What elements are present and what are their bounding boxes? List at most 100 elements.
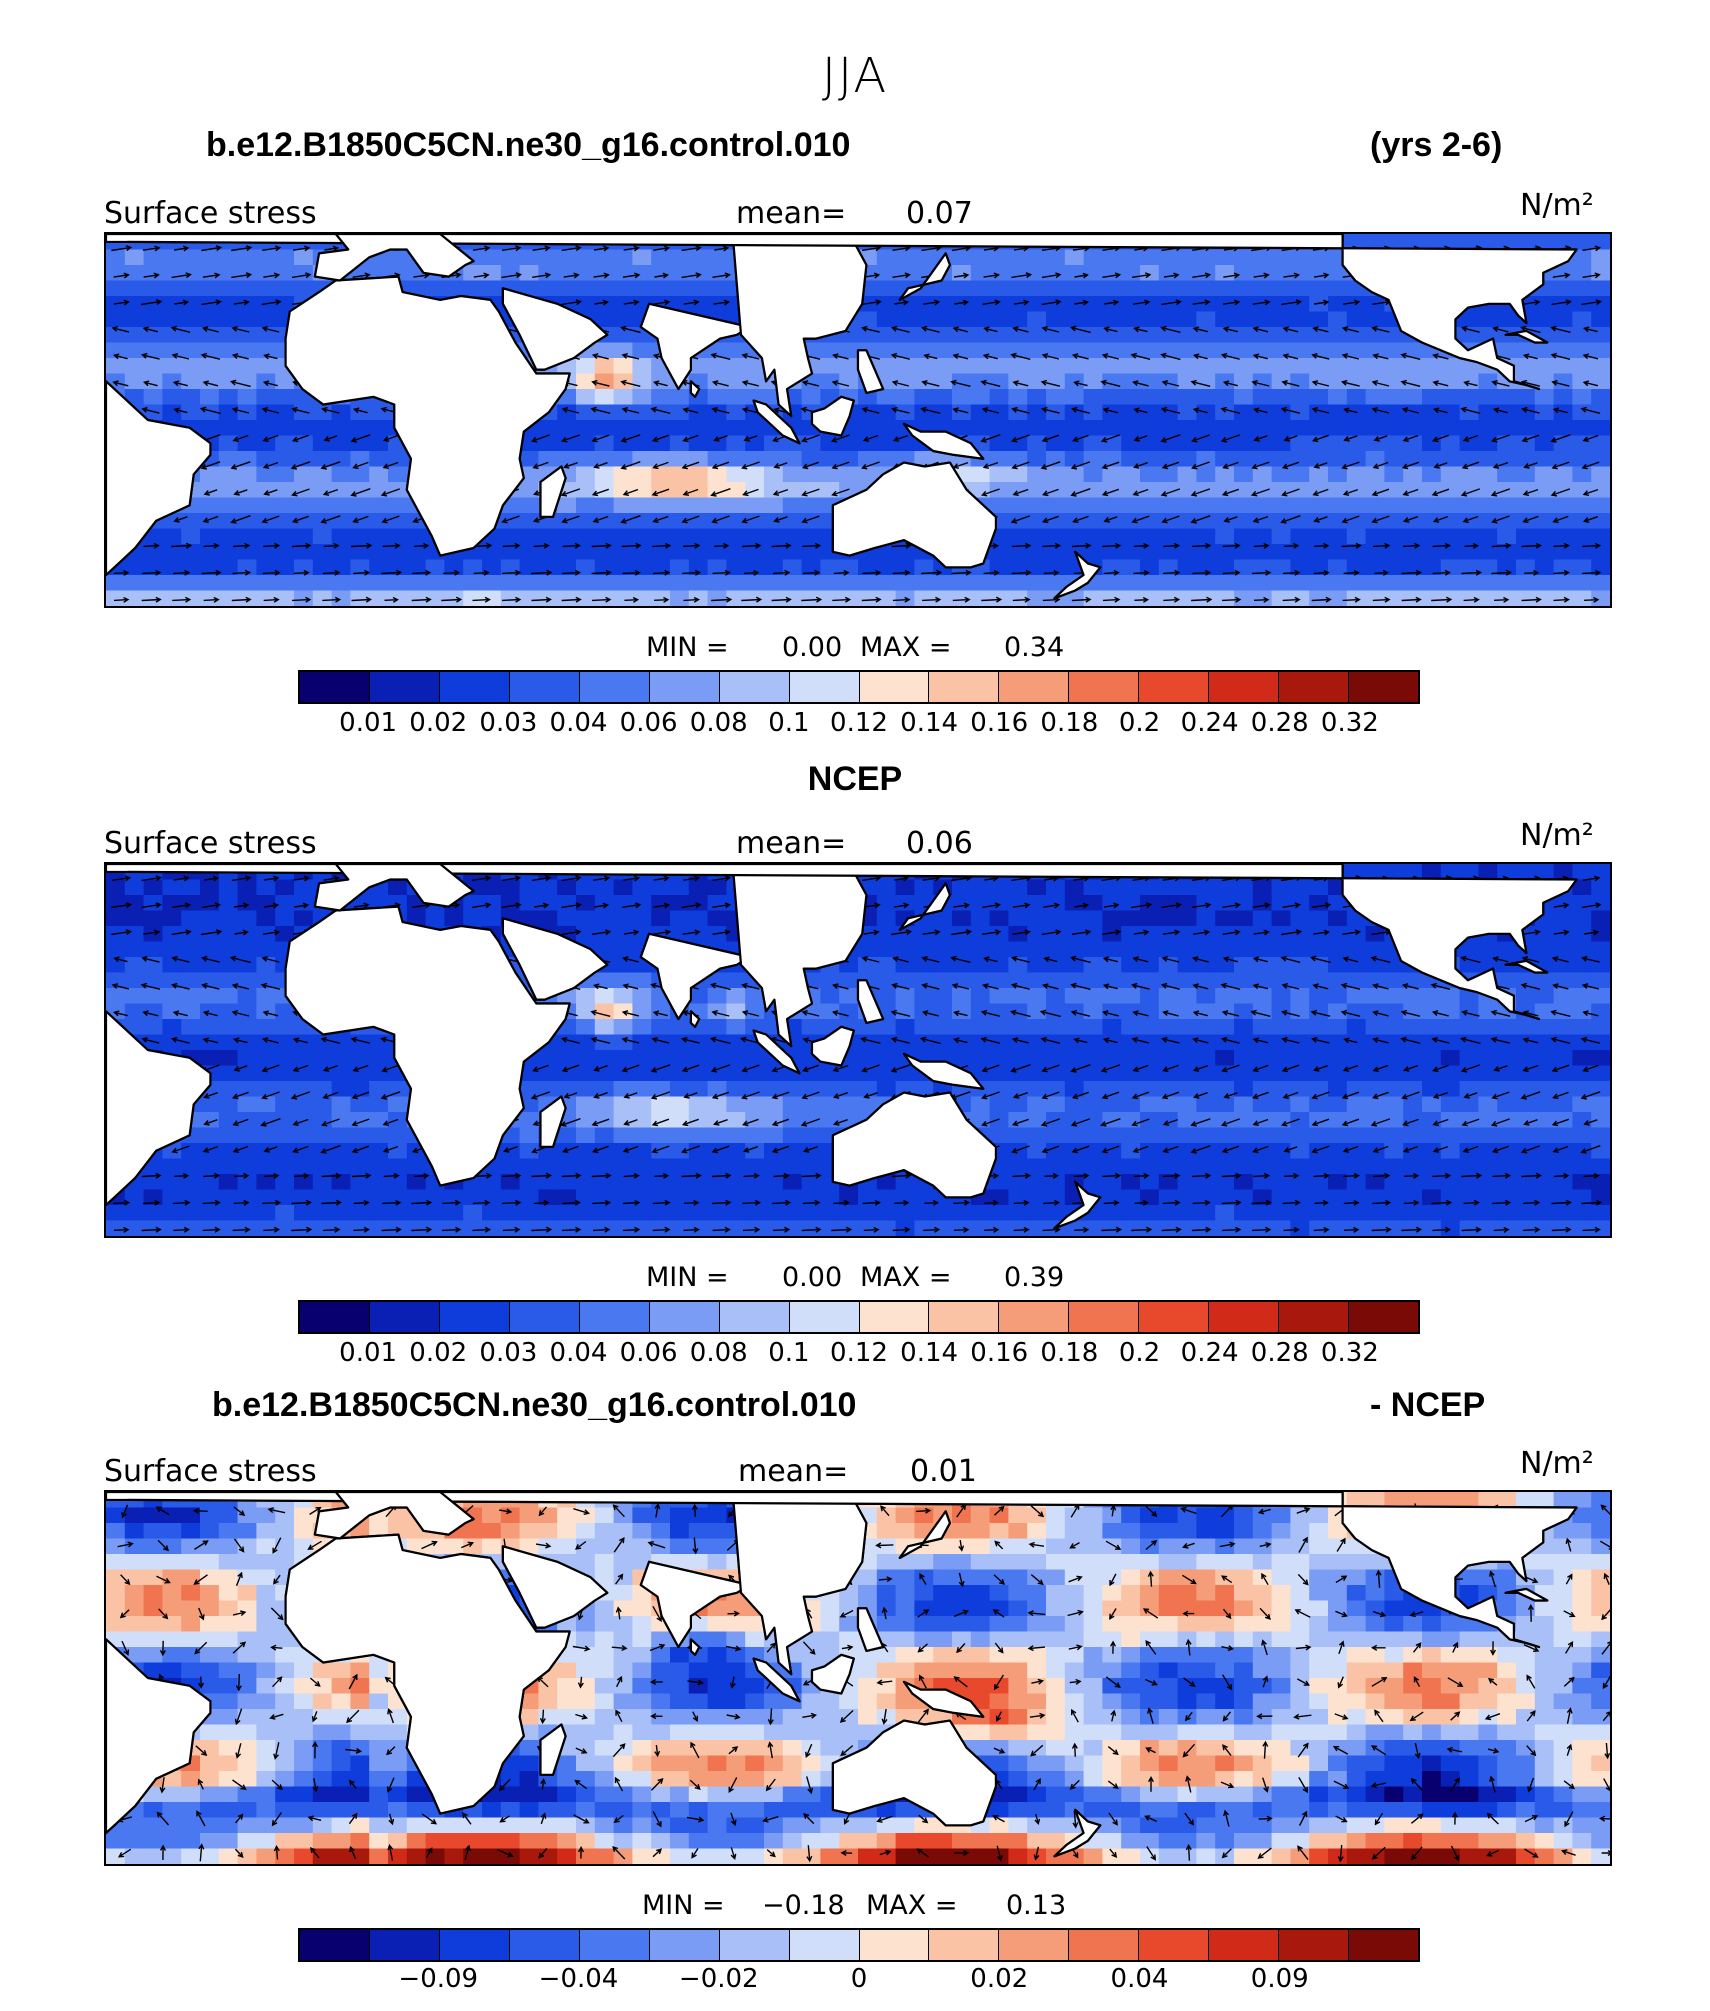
stress-arrow xyxy=(994,1540,1004,1550)
stress-arrow xyxy=(263,489,278,496)
stress-arrow xyxy=(291,515,309,524)
stress-arrow xyxy=(273,1845,280,1860)
stress-arrow xyxy=(714,542,730,549)
stress-arrow xyxy=(1311,380,1330,387)
stress-arrow xyxy=(156,1575,171,1584)
stress-arrow xyxy=(234,1172,250,1179)
stress-arrow xyxy=(654,1503,661,1518)
stress-arrow xyxy=(1162,1064,1179,1073)
stress-arrow xyxy=(1132,1064,1149,1072)
stress-arrow xyxy=(1402,1145,1419,1153)
colorbar-swatch xyxy=(1139,1930,1210,1960)
stress-arrow xyxy=(1601,1641,1610,1655)
stress-arrow xyxy=(593,1092,608,1099)
stress-arrow xyxy=(919,1573,927,1585)
stress-arrow xyxy=(1105,1540,1122,1550)
colorbar-swatch xyxy=(1349,1302,1418,1332)
stress-arrow xyxy=(1182,1743,1196,1758)
stress-arrow xyxy=(1343,407,1358,414)
stress-arrow xyxy=(863,929,880,936)
stress-arrow xyxy=(1191,902,1212,909)
stress-arrow xyxy=(202,1037,219,1044)
stress-arrow xyxy=(1044,1172,1060,1179)
stress-arrow xyxy=(767,1708,774,1726)
colorbar-tick-label: −0.04 xyxy=(538,1964,619,1994)
stress-arrow xyxy=(1103,326,1118,333)
stress-arrow xyxy=(1162,1118,1179,1126)
stress-arrow xyxy=(421,1540,438,1550)
stress-arrow xyxy=(1133,542,1150,549)
colorbar-swatch xyxy=(579,672,650,702)
stress-arrow xyxy=(1259,1607,1271,1620)
stress-arrow xyxy=(201,299,222,306)
panel2-units: N/m² xyxy=(1520,818,1594,853)
stress-arrow xyxy=(741,380,759,387)
stress-arrow xyxy=(1010,352,1031,360)
stress-arrow xyxy=(1182,1610,1195,1617)
stress-arrow xyxy=(291,488,310,497)
stress-arrow xyxy=(1163,272,1180,279)
colorbar-swatch xyxy=(369,672,440,702)
stress-arrow xyxy=(1222,461,1239,470)
stress-arrow xyxy=(1340,1009,1361,1017)
stress-arrow xyxy=(350,434,371,443)
stress-arrow xyxy=(1074,1226,1090,1233)
stress-arrow xyxy=(411,596,432,603)
stress-arrow xyxy=(1450,1777,1461,1792)
stress-arrow xyxy=(1043,569,1060,576)
stress-arrow xyxy=(984,1199,1000,1206)
stress-arrow xyxy=(540,1778,547,1790)
stress-arrow xyxy=(709,982,731,991)
stress-arrow xyxy=(292,1145,309,1154)
stress-arrow xyxy=(592,1199,612,1206)
stress-arrow xyxy=(621,1037,640,1044)
stress-arrow xyxy=(1371,1676,1388,1687)
stress-arrow xyxy=(692,1711,699,1723)
panel1-max-value: 0.34 xyxy=(1004,632,1065,663)
stress-arrow xyxy=(1262,1740,1269,1759)
stress-arrow xyxy=(1371,515,1390,524)
stress-arrow xyxy=(840,1745,854,1757)
stress-arrow xyxy=(196,1810,206,1827)
stress-arrow xyxy=(1564,1811,1574,1828)
stress-arrow xyxy=(730,1812,737,1827)
stress-arrow xyxy=(1494,596,1510,603)
stress-arrow xyxy=(686,1816,705,1823)
stress-arrow xyxy=(892,434,909,442)
stress-arrow xyxy=(1463,596,1480,603)
stress-arrow xyxy=(263,1146,278,1153)
stress-arrow xyxy=(893,902,910,909)
stress-arrow xyxy=(681,902,702,909)
stress-arrow xyxy=(612,1845,626,1860)
stress-arrow xyxy=(652,380,668,387)
stress-arrow xyxy=(772,569,791,576)
stress-arrow xyxy=(381,1226,402,1233)
stress-arrow xyxy=(1041,353,1060,360)
colorbar-tick-label: 0.04 xyxy=(1110,1964,1169,1994)
stress-arrow xyxy=(620,515,641,524)
stress-arrow xyxy=(1262,1777,1269,1793)
stress-arrow xyxy=(292,1064,309,1072)
stress-arrow xyxy=(982,461,999,469)
stress-arrow xyxy=(497,1849,514,1858)
stress-arrow xyxy=(1073,380,1088,387)
stress-arrow xyxy=(593,875,611,882)
stress-arrow xyxy=(573,1508,591,1515)
stress-arrow xyxy=(472,1226,492,1233)
colorbar-swatch xyxy=(649,1302,720,1332)
stress-arrow xyxy=(1343,1037,1358,1044)
stress-arrow xyxy=(1013,299,1030,306)
stress-arrow xyxy=(262,380,278,387)
stress-arrow xyxy=(1602,1675,1610,1690)
stress-arrow xyxy=(773,1172,790,1179)
stress-arrow xyxy=(1161,515,1180,524)
stress-arrow xyxy=(1400,1009,1421,1017)
stress-arrow xyxy=(624,596,640,603)
colorbar-tick-label: 0.09 xyxy=(1250,1964,1309,1994)
stress-arrow xyxy=(1550,1036,1571,1044)
stress-arrow xyxy=(1253,272,1270,279)
stress-arrow xyxy=(621,542,642,549)
stress-arrow xyxy=(1490,434,1510,443)
stress-arrow xyxy=(1282,326,1299,333)
colorbar-swatch xyxy=(719,1930,790,1960)
